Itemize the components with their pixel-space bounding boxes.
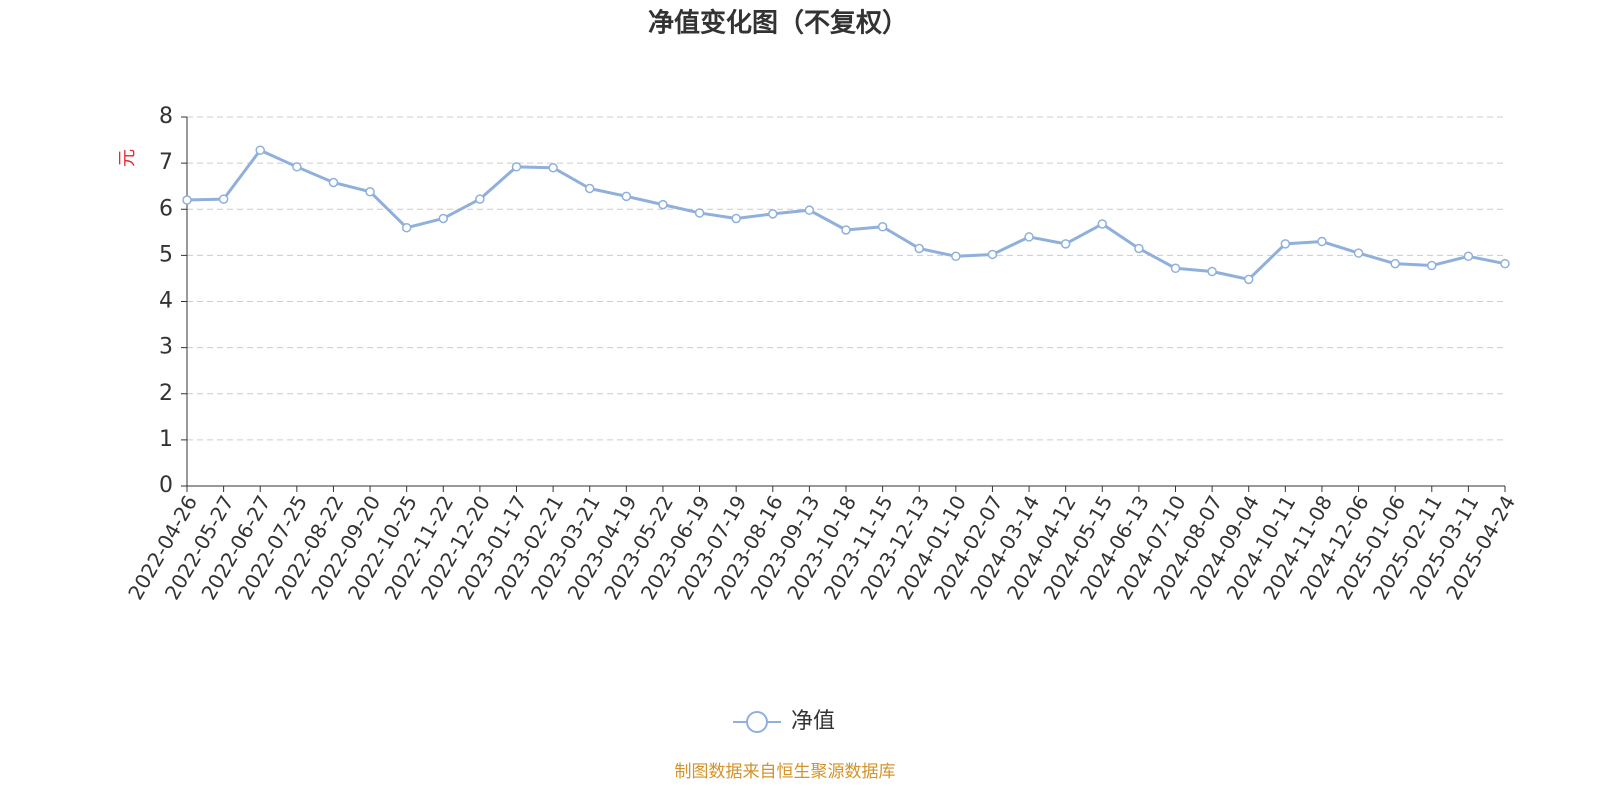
y-tick-label: 0: [159, 473, 173, 498]
data-point: [694, 208, 705, 218]
y-tick-label: 5: [159, 242, 173, 267]
legend-label: 净值: [791, 709, 835, 734]
data-point: [292, 162, 302, 172]
data-point: [1243, 274, 1254, 285]
data-point: [1024, 232, 1034, 242]
data-point: [1060, 239, 1071, 249]
data-point: [1500, 258, 1510, 269]
y-tick-label: 6: [159, 196, 173, 221]
data-point: [328, 177, 339, 188]
series-line: [186, 148, 1506, 281]
data-point: [658, 199, 668, 210]
y-tick-label: 1: [159, 427, 173, 452]
data-point: [511, 162, 522, 172]
data-point: [804, 205, 815, 215]
data-point: [255, 145, 265, 155]
data-point: [1207, 266, 1217, 277]
data-point: [1427, 260, 1437, 271]
data-point: [182, 195, 192, 205]
data-point: [365, 186, 375, 197]
y-tick-label: 7: [159, 150, 173, 175]
chart-title: 净值变化图（不复权）: [648, 8, 908, 39]
data-point: [877, 222, 888, 232]
source-note: 制图数据来自恒生聚源数据库: [675, 762, 896, 782]
data-point: [1353, 248, 1364, 258]
data-point: [951, 251, 961, 262]
data-point: [1280, 239, 1291, 249]
data-point: [401, 222, 412, 233]
y-tick-label: 3: [159, 335, 173, 360]
data-point: [1097, 219, 1108, 229]
data-point: [548, 162, 558, 173]
data-point: [1463, 251, 1474, 262]
data-point: [768, 209, 778, 219]
y-axis-label: 元: [117, 149, 138, 167]
data-point: [1390, 258, 1400, 269]
data-point: [621, 191, 632, 202]
data-point: [584, 183, 595, 194]
legend-marker: [746, 711, 768, 733]
data-point: [475, 194, 485, 204]
data-point: [841, 225, 851, 235]
y-tick-label: 4: [159, 289, 173, 314]
y-tick-label: 8: [159, 104, 173, 129]
data-point: [731, 213, 741, 224]
y-tick-label: 2: [159, 381, 173, 406]
data-point: [914, 243, 924, 254]
data-point: [438, 213, 449, 224]
data-point: [1317, 236, 1327, 247]
data-point: [218, 194, 229, 204]
data-point: [1134, 243, 1144, 254]
data-point: [987, 249, 998, 260]
data-point: [1170, 263, 1181, 274]
